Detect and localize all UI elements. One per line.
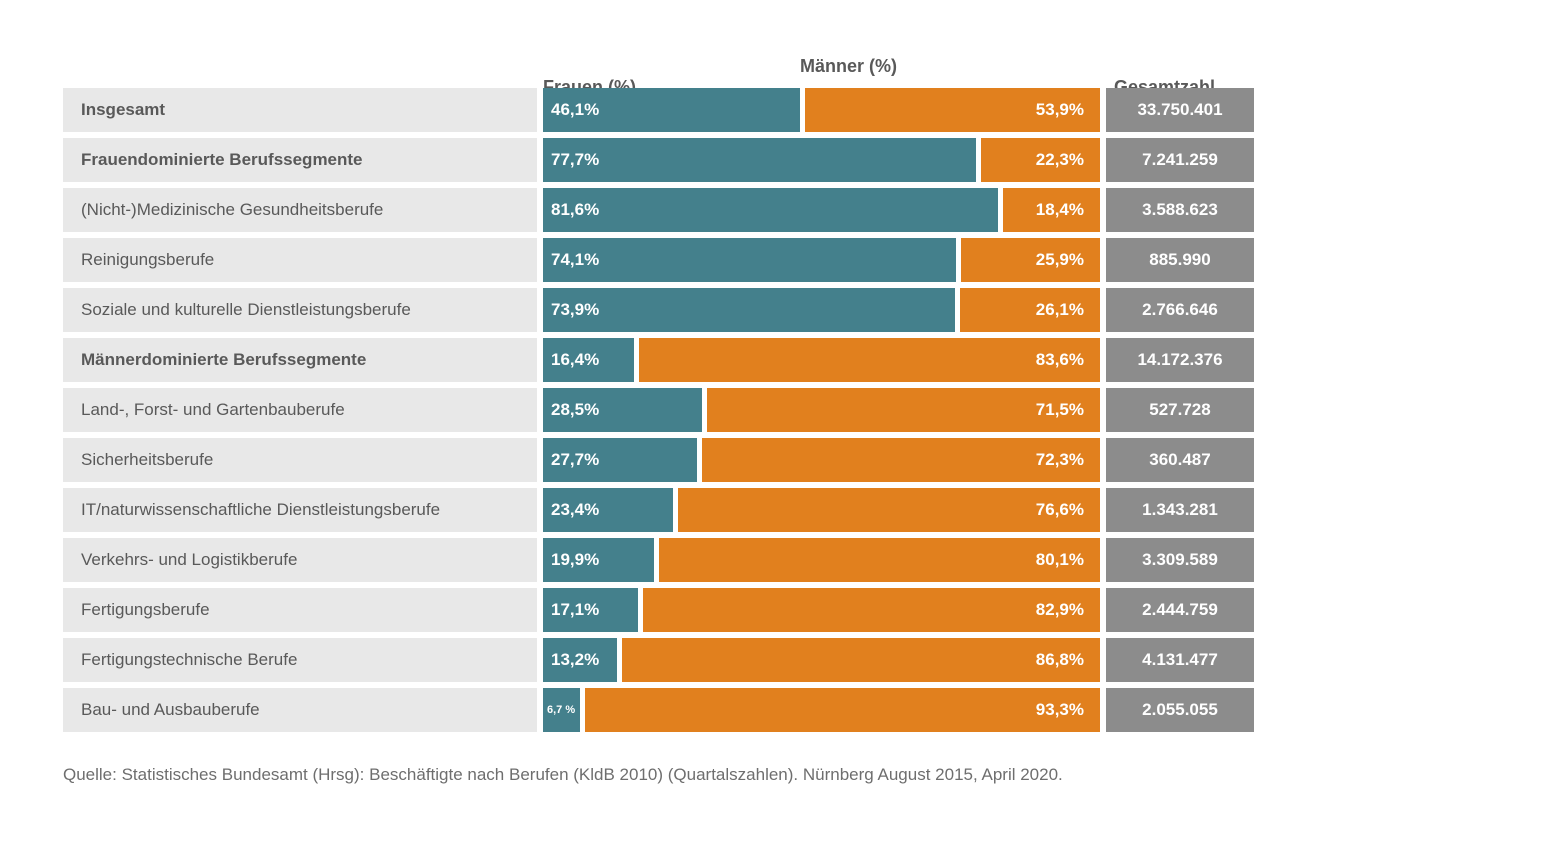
frauen-bar: 28,5% bbox=[543, 388, 702, 432]
bar-group: 19,9% 80,1% bbox=[543, 538, 1100, 582]
table-row: IT/naturwissenschaftliche Dienstleistung… bbox=[63, 488, 1254, 532]
frauen-bar: 74,1% bbox=[543, 238, 956, 282]
maenner-bar: 83,6% bbox=[639, 338, 1100, 382]
bar-group: 6,7 % 93,3% bbox=[543, 688, 1100, 732]
gesamtzahl-value: 360.487 bbox=[1106, 438, 1254, 482]
frauen-bar: 13,2% bbox=[543, 638, 617, 682]
bar-group: 77,7% 22,3% bbox=[543, 138, 1100, 182]
frauen-bar: 16,4% bbox=[543, 338, 635, 382]
gesamtzahl-value: 3.309.589 bbox=[1106, 538, 1254, 582]
frauen-bar: 46,1% bbox=[543, 88, 800, 132]
gesamtzahl-value: 1.343.281 bbox=[1106, 488, 1254, 532]
bar-group: 17,1% 82,9% bbox=[543, 588, 1100, 632]
category-label: Bau- und Ausbauberufe bbox=[63, 688, 537, 732]
maenner-bar: 82,9% bbox=[643, 588, 1100, 632]
bar-group: 73,9% 26,1% bbox=[543, 288, 1100, 332]
category-label: Land-, Forst- und Gartenbauberufe bbox=[63, 388, 537, 432]
maenner-bar: 76,6% bbox=[678, 488, 1100, 532]
bar-group: 27,7% 72,3% bbox=[543, 438, 1100, 482]
maenner-bar: 72,3% bbox=[702, 438, 1100, 482]
frauen-bar: 73,9% bbox=[543, 288, 955, 332]
category-label: Sicherheitsberufe bbox=[63, 438, 537, 482]
bar-group: 28,5% 71,5% bbox=[543, 388, 1100, 432]
maenner-bar: 18,4% bbox=[1002, 188, 1100, 232]
stacked-bar-chart: Frauen (%) Männer (%) Gesamtzahl Insgesa… bbox=[63, 56, 1254, 738]
gesamtzahl-value: 3.588.623 bbox=[1106, 188, 1254, 232]
maenner-bar: 93,3% bbox=[585, 688, 1100, 732]
bar-group: 16,4% 83,6% bbox=[543, 338, 1100, 382]
bar-group: 74,1% 25,9% bbox=[543, 238, 1100, 282]
category-label: IT/naturwissenschaftliche Dienstleistung… bbox=[63, 488, 537, 532]
bar-group: 46,1% 53,9% bbox=[543, 88, 1100, 132]
bar-group: 13,2% 86,8% bbox=[543, 638, 1100, 682]
table-row: Insgesamt 46,1% 53,9% 33.750.401 bbox=[63, 88, 1254, 132]
category-label: Frauendominierte Berufssegmente bbox=[63, 138, 537, 182]
gesamtzahl-value: 2.055.055 bbox=[1106, 688, 1254, 732]
maenner-bar: 26,1% bbox=[959, 288, 1100, 332]
maenner-bar: 71,5% bbox=[706, 388, 1100, 432]
maenner-bar: 86,8% bbox=[621, 638, 1100, 682]
frauen-bar: 17,1% bbox=[543, 588, 639, 632]
gesamtzahl-value: 2.766.646 bbox=[1106, 288, 1254, 332]
table-row: Frauendominierte Berufssegmente 77,7% 22… bbox=[63, 138, 1254, 182]
maenner-bar: 25,9% bbox=[960, 238, 1100, 282]
maenner-bar: 22,3% bbox=[980, 138, 1100, 182]
table-row: Soziale und kulturelle Dienstleistungsbe… bbox=[63, 288, 1254, 332]
maenner-bar: 53,9% bbox=[804, 88, 1100, 132]
frauen-bar: 27,7% bbox=[543, 438, 698, 482]
table-row: Bau- und Ausbauberufe 6,7 % 93,3% 2.055.… bbox=[63, 688, 1254, 732]
gesamtzahl-value: 33.750.401 bbox=[1106, 88, 1254, 132]
maenner-bar: 80,1% bbox=[658, 538, 1100, 582]
frauen-bar: 19,9% bbox=[543, 538, 654, 582]
category-label: Soziale und kulturelle Dienstleistungsbe… bbox=[63, 288, 537, 332]
frauen-bar: 81,6% bbox=[543, 188, 998, 232]
category-label: (Nicht-)Medizinische Gesundheitsberufe bbox=[63, 188, 537, 232]
gesamtzahl-value: 7.241.259 bbox=[1106, 138, 1254, 182]
table-row: Fertigungsberufe 17,1% 82,9% 2.444.759 bbox=[63, 588, 1254, 632]
frauen-bar: 6,7 % bbox=[543, 688, 581, 732]
frauen-bar: 23,4% bbox=[543, 488, 674, 532]
table-row: Sicherheitsberufe 27,7% 72,3% 360.487 bbox=[63, 438, 1254, 482]
gesamtzahl-value: 885.990 bbox=[1106, 238, 1254, 282]
category-label: Insgesamt bbox=[63, 88, 537, 132]
bar-group: 23,4% 76,6% bbox=[543, 488, 1100, 532]
table-row: (Nicht-)Medizinische Gesundheitsberufe 8… bbox=[63, 188, 1254, 232]
table-row: Männerdominierte Berufssegmente 16,4% 83… bbox=[63, 338, 1254, 382]
table-row: Land-, Forst- und Gartenbauberufe 28,5% … bbox=[63, 388, 1254, 432]
frauen-bar: 77,7% bbox=[543, 138, 976, 182]
column-headers: Frauen (%) Männer (%) Gesamtzahl bbox=[63, 56, 1254, 97]
category-label: Fertigungstechnische Berufe bbox=[63, 638, 537, 682]
gesamtzahl-value: 527.728 bbox=[1106, 388, 1254, 432]
gesamtzahl-value: 4.131.477 bbox=[1106, 638, 1254, 682]
header-maenner: Männer (%) bbox=[800, 56, 898, 76]
source-citation: Quelle: Statistisches Bundesamt (Hrsg): … bbox=[63, 765, 1063, 784]
table-row: Fertigungstechnische Berufe 13,2% 86,8% … bbox=[63, 638, 1254, 682]
bar-group: 81,6% 18,4% bbox=[543, 188, 1100, 232]
category-label: Reinigungsberufe bbox=[63, 238, 537, 282]
category-label: Verkehrs- und Logistikberufe bbox=[63, 538, 537, 582]
table-row: Verkehrs- und Logistikberufe 19,9% 80,1%… bbox=[63, 538, 1254, 582]
category-label: Fertigungsberufe bbox=[63, 588, 537, 632]
gesamtzahl-value: 14.172.376 bbox=[1106, 338, 1254, 382]
gesamtzahl-value: 2.444.759 bbox=[1106, 588, 1254, 632]
category-label: Männerdominierte Berufssegmente bbox=[63, 338, 537, 382]
chart-rows: Insgesamt 46,1% 53,9% 33.750.401 Frauend… bbox=[63, 88, 1254, 732]
table-row: Reinigungsberufe 74,1% 25,9% 885.990 bbox=[63, 238, 1254, 282]
